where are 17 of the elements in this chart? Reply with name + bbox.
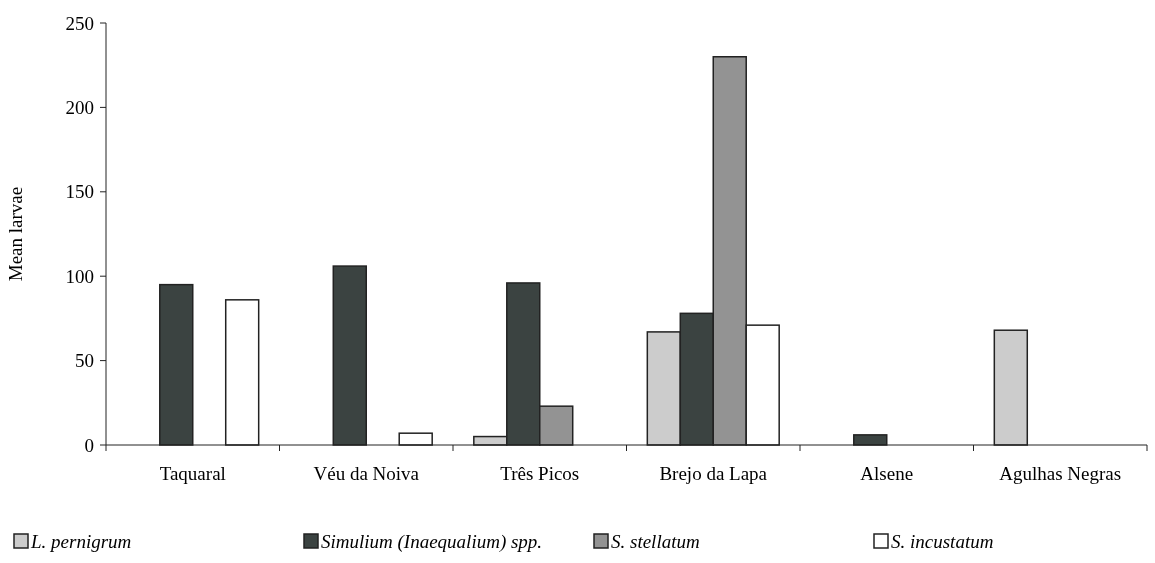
legend-label: L. pernigrum: [30, 530, 132, 552]
y-tick-label: 250: [65, 12, 94, 34]
y-tick-label: 50: [75, 350, 94, 372]
y-tick-label: 150: [65, 181, 94, 203]
x-tick-label: Véu da Noiva: [313, 463, 420, 484]
x-tick-label: Alsene: [860, 463, 914, 484]
y-axis-title: Mean larvae: [5, 186, 26, 282]
y-tick-label: 0: [84, 434, 94, 456]
legend-label: Simulium (Inaequalium) spp.: [321, 530, 543, 553]
legend-label: S. stellatum: [611, 530, 700, 552]
y-tick-label: 100: [65, 265, 94, 287]
x-tick-label: Brejo da Lapa: [659, 463, 768, 484]
y-tick-label: 200: [65, 97, 94, 119]
x-tick-label: Três Picos: [500, 463, 580, 484]
x-tick-label: Taquaral: [159, 463, 226, 484]
legend-label: S. incustatum: [891, 530, 994, 552]
x-tick-label: Agulhas Negras: [999, 463, 1122, 484]
